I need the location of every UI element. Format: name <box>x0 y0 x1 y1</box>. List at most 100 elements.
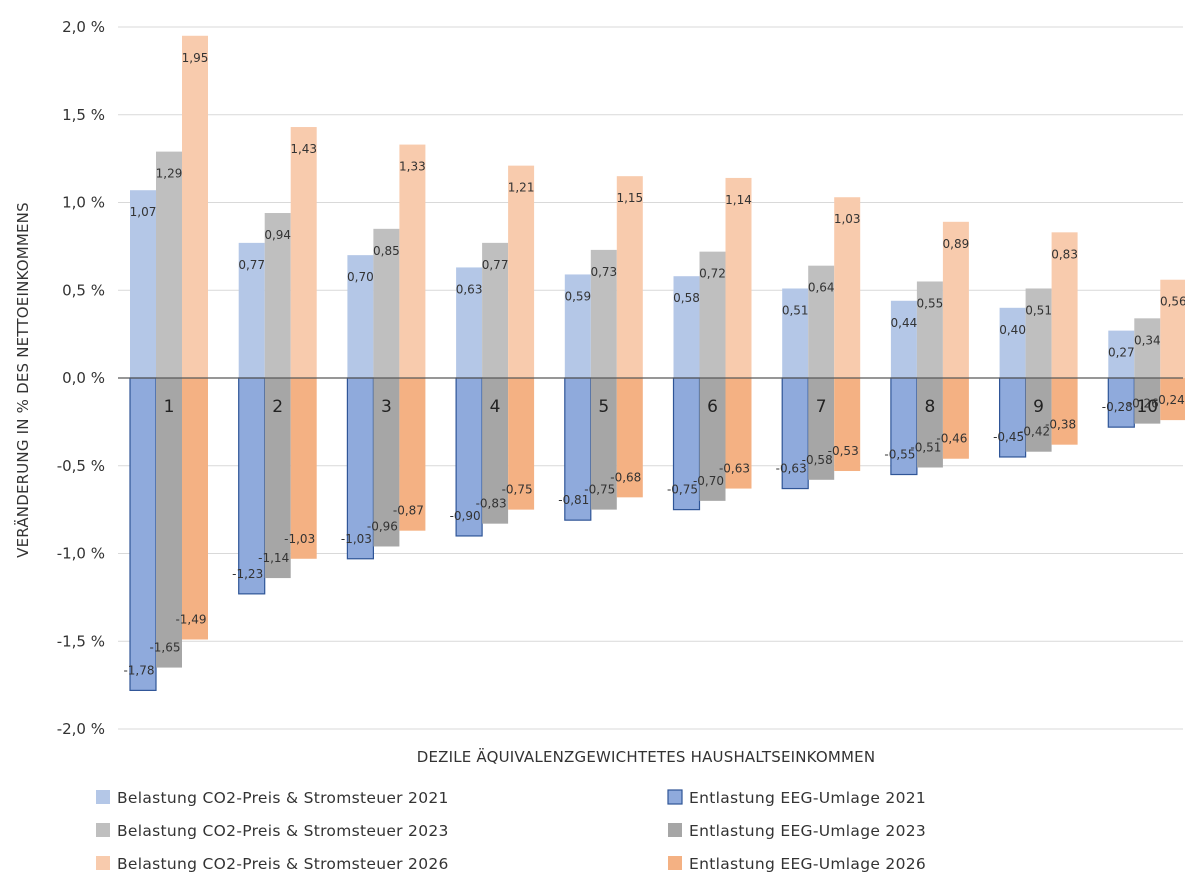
bar <box>834 197 861 378</box>
data-label: 1,33 <box>399 160 426 174</box>
data-label: -0,38 <box>1045 418 1076 432</box>
legend-item: Belastung CO2-Preis & Stromsteuer 2026 <box>96 855 449 873</box>
bar <box>456 267 483 378</box>
legend-swatch <box>667 789 683 805</box>
bar <box>1160 378 1185 421</box>
bar <box>1134 318 1161 378</box>
y-tick-label: 2,0 % <box>62 18 105 36</box>
category-label: 1 <box>164 397 175 417</box>
data-label: -0,63 <box>776 462 807 476</box>
data-label: 0,73 <box>590 265 617 279</box>
legend: Belastung CO2-Preis & Stromsteuer 2021 Be… <box>96 789 926 873</box>
legend-swatch <box>668 823 682 837</box>
bar <box>1160 279 1185 378</box>
bar <box>699 251 726 378</box>
legend-swatch <box>96 856 110 870</box>
bar <box>890 377 918 476</box>
data-label: -0,68 <box>610 470 641 484</box>
bar <box>130 190 156 378</box>
data-label: -1,49 <box>175 612 206 626</box>
data-label: -0,63 <box>719 462 750 476</box>
legend-swatch <box>96 790 110 804</box>
data-label: 0,55 <box>917 296 944 310</box>
data-label: 0,85 <box>373 244 400 258</box>
data-label: -1,65 <box>149 641 180 655</box>
bar <box>373 378 400 547</box>
data-label: 0,51 <box>782 303 809 317</box>
data-label: 0,63 <box>456 282 483 296</box>
data-label: 1,95 <box>182 51 209 65</box>
data-label: -0,75 <box>502 483 533 497</box>
category-label: 7 <box>816 397 827 417</box>
y-tick-label: 0,5 % <box>62 281 105 299</box>
data-label: -0,42 <box>1019 425 1050 439</box>
bar <box>508 378 535 510</box>
data-label: 0,51 <box>1025 303 1052 317</box>
bar <box>999 307 1026 378</box>
x-axis-title: DEZILE ÄQUIVALENZGEWICHTETES HAUSHALTSEI… <box>417 747 876 766</box>
data-label: -1,03 <box>341 532 372 546</box>
category-label: 2 <box>272 397 283 417</box>
bar <box>182 378 208 640</box>
data-label: 0,70 <box>347 270 374 284</box>
bar <box>264 378 291 579</box>
data-label: 1,29 <box>156 167 183 181</box>
category-label: 3 <box>381 397 392 417</box>
bar <box>699 378 726 501</box>
legend-item: Entlastung EEG-Umlage 2023 <box>668 822 926 840</box>
legend-item: Belastung CO2-Preis & Stromsteuer 2021 <box>96 789 449 807</box>
data-label: -0,45 <box>993 430 1024 444</box>
y-axis-title: VERÄNDERUNG IN % DES NETTOEINKOMMENS <box>13 202 32 558</box>
data-label: 1,14 <box>725 193 752 207</box>
legend-item: Entlastung EEG-Umlage 2026 <box>668 855 926 873</box>
data-label: 0,94 <box>264 228 291 242</box>
y-tick-label: 1,0 % <box>62 194 105 212</box>
data-label: -0,28 <box>1102 400 1133 414</box>
legend-item: Entlastung EEG-Umlage 2021 <box>667 789 926 807</box>
category-label: 8 <box>924 397 935 417</box>
data-label: -1,14 <box>258 551 289 565</box>
bar <box>182 35 208 379</box>
data-label: 0,72 <box>699 267 726 281</box>
bar <box>399 144 426 378</box>
data-label: -0,58 <box>802 453 833 467</box>
data-label: 1,03 <box>834 212 861 226</box>
data-label: -0,87 <box>393 504 424 518</box>
bar <box>373 228 400 378</box>
bar <box>725 378 752 489</box>
data-label: -0,26 <box>1128 397 1159 411</box>
bar <box>455 377 483 537</box>
bar <box>264 213 291 378</box>
legend-label: Belastung CO2-Preis & Stromsteuer 2021 <box>117 789 449 807</box>
y-tick-label: 0,0 % <box>62 369 105 387</box>
bar <box>890 300 917 378</box>
bar <box>156 151 182 378</box>
bar <box>482 378 509 524</box>
bar <box>808 265 835 378</box>
data-label: -0,96 <box>367 519 398 533</box>
data-label: 0,77 <box>482 258 509 272</box>
data-label: -0,83 <box>476 497 507 511</box>
bar <box>998 377 1027 458</box>
data-label: 0,64 <box>808 281 835 295</box>
legend-label: Belastung CO2-Preis & Stromsteuer 2023 <box>117 822 449 840</box>
bar <box>1107 377 1135 428</box>
y-tick-label: -0,5 % <box>57 457 105 475</box>
legend-label: Belastung CO2-Preis & Stromsteuer 2026 <box>117 855 449 873</box>
data-label: 1,07 <box>130 205 157 219</box>
y-tick-label: -2,0 % <box>57 720 105 738</box>
category-labels: 1 2 3 4 5 6 7 8 9 10 <box>164 397 1159 417</box>
bar <box>916 378 943 468</box>
bar <box>399 378 426 531</box>
data-label: 0,59 <box>564 289 591 303</box>
bar <box>1051 378 1078 445</box>
data-label: -0,75 <box>584 483 615 497</box>
data-label: -0,53 <box>828 444 859 458</box>
data-label: 0,40 <box>999 323 1026 337</box>
bar <box>1051 232 1078 378</box>
data-label: 0,34 <box>1134 333 1161 347</box>
legend-swatch <box>668 856 682 870</box>
legend-item: Belastung CO2-Preis & Stromsteuer 2023 <box>96 822 449 840</box>
legend-swatch <box>96 823 110 837</box>
